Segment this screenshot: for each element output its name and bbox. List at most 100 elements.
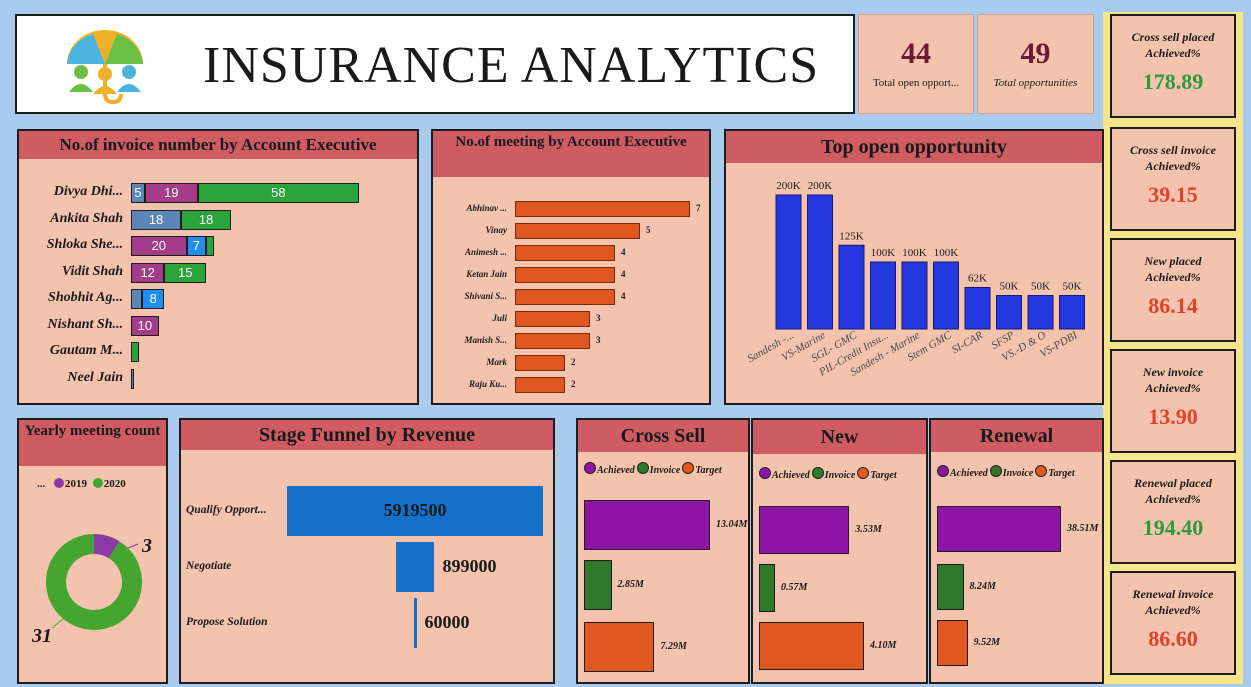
invoice-bar-segment (131, 368, 134, 389)
side-kpi-value: 86.14 (1148, 293, 1198, 319)
funnel-data-label: 60000 (424, 612, 470, 632)
chart-legend: Achieved Invoice Target (759, 467, 899, 481)
meeting-bar-value: 5 (646, 225, 651, 235)
meeting-bar-value: 3 (596, 335, 601, 345)
topopp-bar (870, 261, 896, 330)
side-kpi-label: Cross sell placed (1131, 30, 1215, 44)
new-panel: New Achieved Invoice Target 3.53M 0.57M 4.10M (751, 418, 928, 684)
kpi-total-open-opportunities: 44 Total open opport... (858, 14, 974, 114)
invoice-row-label: Shloka She... (46, 237, 123, 252)
meeting-bar-value: 2 (571, 379, 576, 389)
yearly-legend: ... 2019 2020 (37, 478, 126, 490)
meeting-bar (515, 311, 590, 327)
topopp-bar (838, 244, 865, 330)
category-bar (584, 622, 655, 672)
donut-data-label-2020: 31 (31, 625, 52, 647)
legend-label: Target (1048, 468, 1075, 479)
panel-title: Yearly meeting count (19, 420, 166, 466)
bar-data-label: 13.04M (716, 519, 748, 530)
meeting-row-label: Raju Ku... (468, 379, 507, 389)
invoice-bar-segment: 8 (142, 289, 165, 309)
panel-title: New (753, 420, 926, 454)
side-kpi-value: 86.60 (1148, 626, 1198, 652)
funnel-bar (395, 542, 435, 592)
meeting-bar (515, 289, 615, 305)
invoice-row-label: Ankita Shah (50, 210, 123, 226)
side-kpi-sublabel: Achieved% (1145, 602, 1201, 617)
legend-label: Invoice (1002, 468, 1034, 479)
category-bar (759, 564, 775, 612)
bar-data-label: 38.51M (1067, 523, 1099, 534)
invoice-row-label: Neel Jain (67, 369, 123, 385)
topopp-bar (807, 194, 833, 330)
invoice-bar-segment (206, 236, 215, 256)
donut-leader-line (127, 543, 139, 549)
funnel-stage-label: Negotiate (186, 560, 232, 572)
side-kpi-label: New placed (1144, 254, 1202, 268)
yearly-donut-chart: 3 31 (31, 534, 152, 647)
meetings-by-executive-panel: No.of meeting by Account Executive Abhin… (431, 129, 711, 405)
topopp-data-label: 125K (839, 230, 864, 242)
legend-dot (584, 462, 596, 474)
legend-prefix: ... (37, 478, 46, 490)
side-kpi-card: New invoice Achieved% 13.90 (1110, 349, 1236, 453)
category-bar (937, 564, 964, 610)
topopp-data-label: 50K (1063, 281, 1082, 293)
legend-dot (1035, 465, 1048, 477)
panel-title: Cross Sell (578, 420, 748, 452)
panel-title: No.of meeting by Account Executive (433, 131, 709, 177)
kpi-value: 49 (1020, 37, 1051, 70)
category-bar (584, 500, 710, 550)
legend-label: Achieved (597, 465, 635, 476)
side-kpi-label: Cross sell invoice (1130, 143, 1216, 157)
topopp-data-label: 62K (968, 272, 987, 284)
meeting-row-label: Shivani S... (464, 291, 507, 301)
side-kpi-card: Cross sell invoice Achieved% 39.15 (1110, 127, 1236, 231)
side-kpi-value: 194.40 (1142, 515, 1204, 541)
meeting-bar (515, 267, 615, 283)
funnel-stage-label: Propose Solution (186, 616, 268, 628)
side-kpi-card: Renewal invoice Achieved% 86.60 (1110, 571, 1236, 675)
legend-label: Invoice (824, 470, 856, 481)
donut-slice-2019 (93, 534, 120, 559)
side-kpi-card: Renewal placed Achieved% 194.40 (1110, 460, 1236, 564)
topopp-data-label: 100K (902, 247, 927, 259)
funnel-stage-label: Qualify Opport... (186, 504, 267, 516)
bar-data-label: 4.10M (870, 640, 897, 651)
invoice-bar-segment: 18 (131, 209, 182, 230)
meeting-bar (515, 333, 590, 349)
topopp-bar (933, 261, 959, 330)
meeting-row-label: Animesh ... (464, 247, 507, 257)
umbrella-family-icon (67, 30, 143, 105)
category-bar (759, 506, 850, 554)
invoice-bar-segment: 5 (131, 183, 145, 203)
panel-title: Stage Funnel by Revenue (181, 420, 553, 450)
stage-funnel-panel: Stage Funnel by Revenue Qualify Opport..… (179, 418, 555, 684)
invoice-bar-segment: 19 (144, 183, 198, 203)
funnel-bar (413, 598, 417, 648)
donut-leader-line (51, 617, 65, 629)
legend-dot (636, 462, 649, 474)
invoice-bar-segment: 15 (164, 262, 207, 283)
side-kpi-value: 39.15 (1148, 182, 1198, 208)
side-kpi-label: Renewal invoice (1132, 587, 1214, 601)
dashboard-title: INSURANCE ANALYTICS (203, 37, 820, 94)
invoice-by-executive-panel: No.of invoice number by Account Executiv… (17, 129, 419, 405)
yearly-meeting-panel: Yearly meeting count ... 2019 2020 3 31 (17, 418, 168, 684)
meeting-row-label: Ketan Jain (466, 269, 507, 279)
invoice-bar-segment: 7 (186, 236, 207, 256)
side-kpi-value: 178.89 (1142, 69, 1204, 95)
legend-label: Achieved (950, 468, 988, 479)
meeting-bar (515, 355, 565, 371)
legend-label: Target (695, 465, 722, 476)
chart-legend: Achieved Invoice Target (937, 465, 1077, 479)
legend-dot (989, 465, 1002, 477)
category-bar (759, 622, 864, 670)
invoice-row-label: Divya Dhi... (53, 184, 123, 199)
side-kpi-label: Renewal placed (1134, 476, 1212, 490)
meeting-row-label: Juli (492, 313, 507, 323)
meeting-bar (515, 377, 565, 393)
panel-title: No.of invoice number by Account Executiv… (19, 131, 417, 159)
invoice-bar-segment: 12 (131, 262, 165, 283)
